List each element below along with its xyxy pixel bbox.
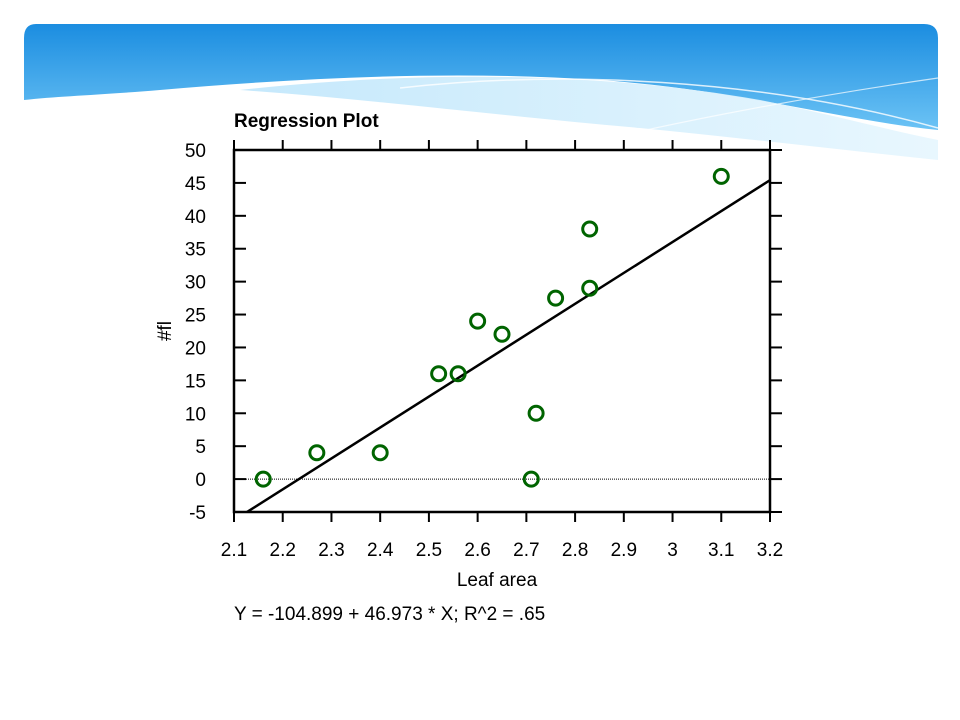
chart-title: Regression Plot: [234, 111, 379, 132]
plot-frame: [232, 148, 772, 514]
x-tick-label: 2.6: [464, 540, 490, 561]
y-tick-label: 25: [185, 306, 206, 327]
y-tick-label: 40: [185, 207, 206, 228]
data-point: [469, 312, 487, 330]
x-tick-label: 2.7: [513, 540, 539, 561]
y-tick-label: 5: [195, 437, 206, 458]
banner-background: [24, 24, 938, 130]
banner-wave-light: [240, 76, 938, 160]
x-tick-label: 3.1: [708, 540, 734, 561]
plot-area: -5 0 5 10 15 20 25 30 35 40 45 50 2.1 2.2 2.3 2.4 2.5 2.6…: [185, 140, 783, 561]
y-tick-label: 0: [195, 470, 206, 491]
y-axis-label: #fl: [155, 321, 176, 341]
data-point: [371, 444, 389, 462]
data-point: [430, 365, 448, 383]
x-tick-label: 2.5: [416, 540, 442, 561]
data-point: [449, 365, 467, 383]
y-tick-label: 35: [185, 240, 206, 261]
x-tick-label: 2.4: [367, 540, 394, 561]
y-tick-label: 30: [185, 273, 206, 294]
data-point: [493, 325, 511, 343]
banner-wave-line-2: [559, 77, 939, 151]
header-wave-banner: [24, 24, 939, 160]
data-point: [522, 470, 540, 488]
x-tick-label: 2.1: [221, 540, 247, 561]
regression-equation: Y = -104.899 + 46.973 * X; R^2 = .65: [234, 604, 546, 625]
x-tick-label: 3.2: [757, 540, 783, 561]
y-tick-label: 10: [185, 404, 206, 425]
x-tick-label: 2.2: [270, 540, 296, 561]
y-tick-label: 20: [185, 338, 206, 359]
data-point: [527, 404, 545, 422]
banner-wave-line: [399, 78, 939, 129]
data-point: [254, 470, 272, 488]
x-tick-label: 2.9: [611, 540, 637, 561]
data-point: [547, 289, 565, 307]
regression-line: [244, 179, 770, 512]
data-point: [712, 167, 730, 185]
y-tick-label: -5: [189, 503, 206, 524]
data-point: [581, 279, 599, 297]
y-tick-label: 50: [185, 141, 206, 162]
data-point: [581, 220, 599, 238]
x-tick-label: 3: [667, 540, 678, 561]
y-tick-label: 15: [185, 371, 206, 392]
x-tick-label: 2.8: [562, 540, 588, 561]
x-tick-label: 2.3: [318, 540, 344, 561]
y-tick-label: 45: [185, 174, 206, 195]
data-point: [308, 444, 326, 462]
x-axis-label: Leaf area: [457, 570, 538, 591]
